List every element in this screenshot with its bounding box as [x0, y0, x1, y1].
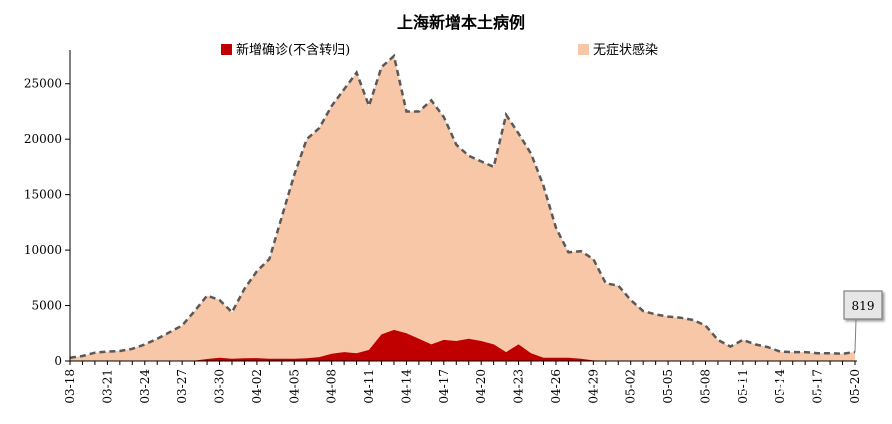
- series-asymptomatic-outline: [69, 53, 856, 359]
- y-tick-label: 0: [54, 354, 62, 368]
- x-tick-label: 04-17: [437, 369, 451, 404]
- x-tick-label: 03-24: [138, 369, 152, 404]
- y-tick-label: 20000: [24, 132, 62, 146]
- x-tick-label: 05-08: [698, 369, 712, 404]
- x-tick-label: 05-20: [848, 369, 862, 404]
- legend-swatch-confirmed: [221, 44, 232, 55]
- chart-title: 上海新增本土病例: [397, 13, 525, 32]
- x-tick-label: 04-02: [250, 369, 264, 404]
- x-tick-label: 04-11: [362, 369, 376, 404]
- x-tick-label: 04-08: [325, 369, 339, 404]
- y-tick-label: 15000: [24, 188, 62, 202]
- x-tick-label: 04-29: [586, 369, 600, 404]
- callout-label: 819: [852, 299, 875, 313]
- y-tick-label: 5000: [31, 299, 62, 313]
- series-confirmed-area: [70, 329, 855, 361]
- x-tick-label: 03-21: [100, 369, 114, 404]
- x-tick-label: 04-05: [287, 369, 301, 404]
- legend-swatch-asymptomatic: [578, 44, 589, 55]
- x-tick-label: 05-11: [736, 369, 750, 404]
- x-tick-label: 05-17: [811, 369, 825, 404]
- y-tick-label: 10000: [24, 243, 62, 257]
- x-tick-label: 05-14: [773, 369, 787, 404]
- x-tick-label: 04-20: [474, 369, 488, 404]
- plot-area: [69, 53, 856, 361]
- x-tick-label: 04-14: [399, 369, 413, 404]
- callout-leader: [854, 318, 857, 352]
- x-tick-label: 05-05: [661, 369, 675, 404]
- x-tick-label: 05-02: [624, 369, 638, 404]
- legend: 新增确诊(不含转归) 无症状感染: [221, 42, 658, 58]
- axes: 0 5000 10000 15000 20000 25000 03-18 03-21 03-24…: [24, 50, 862, 404]
- x-tick-label: 04-23: [512, 369, 526, 404]
- legend-label-confirmed: 新增确诊(不含转归): [236, 42, 350, 58]
- x-tick-label: 03-18: [63, 369, 77, 404]
- x-tick-label: 03-30: [213, 369, 227, 404]
- value-callout: 819: [843, 290, 883, 352]
- x-tick-label: 04-26: [549, 369, 563, 404]
- legend-label-asymptomatic: 无症状感染: [593, 42, 658, 58]
- watermark: 知乎 @Ph迪: [728, 374, 839, 398]
- series-asymptomatic-area: [70, 56, 855, 361]
- x-tick-label: 03-27: [175, 369, 189, 404]
- callout-box: [843, 290, 883, 320]
- y-tick-label: 25000: [24, 77, 62, 91]
